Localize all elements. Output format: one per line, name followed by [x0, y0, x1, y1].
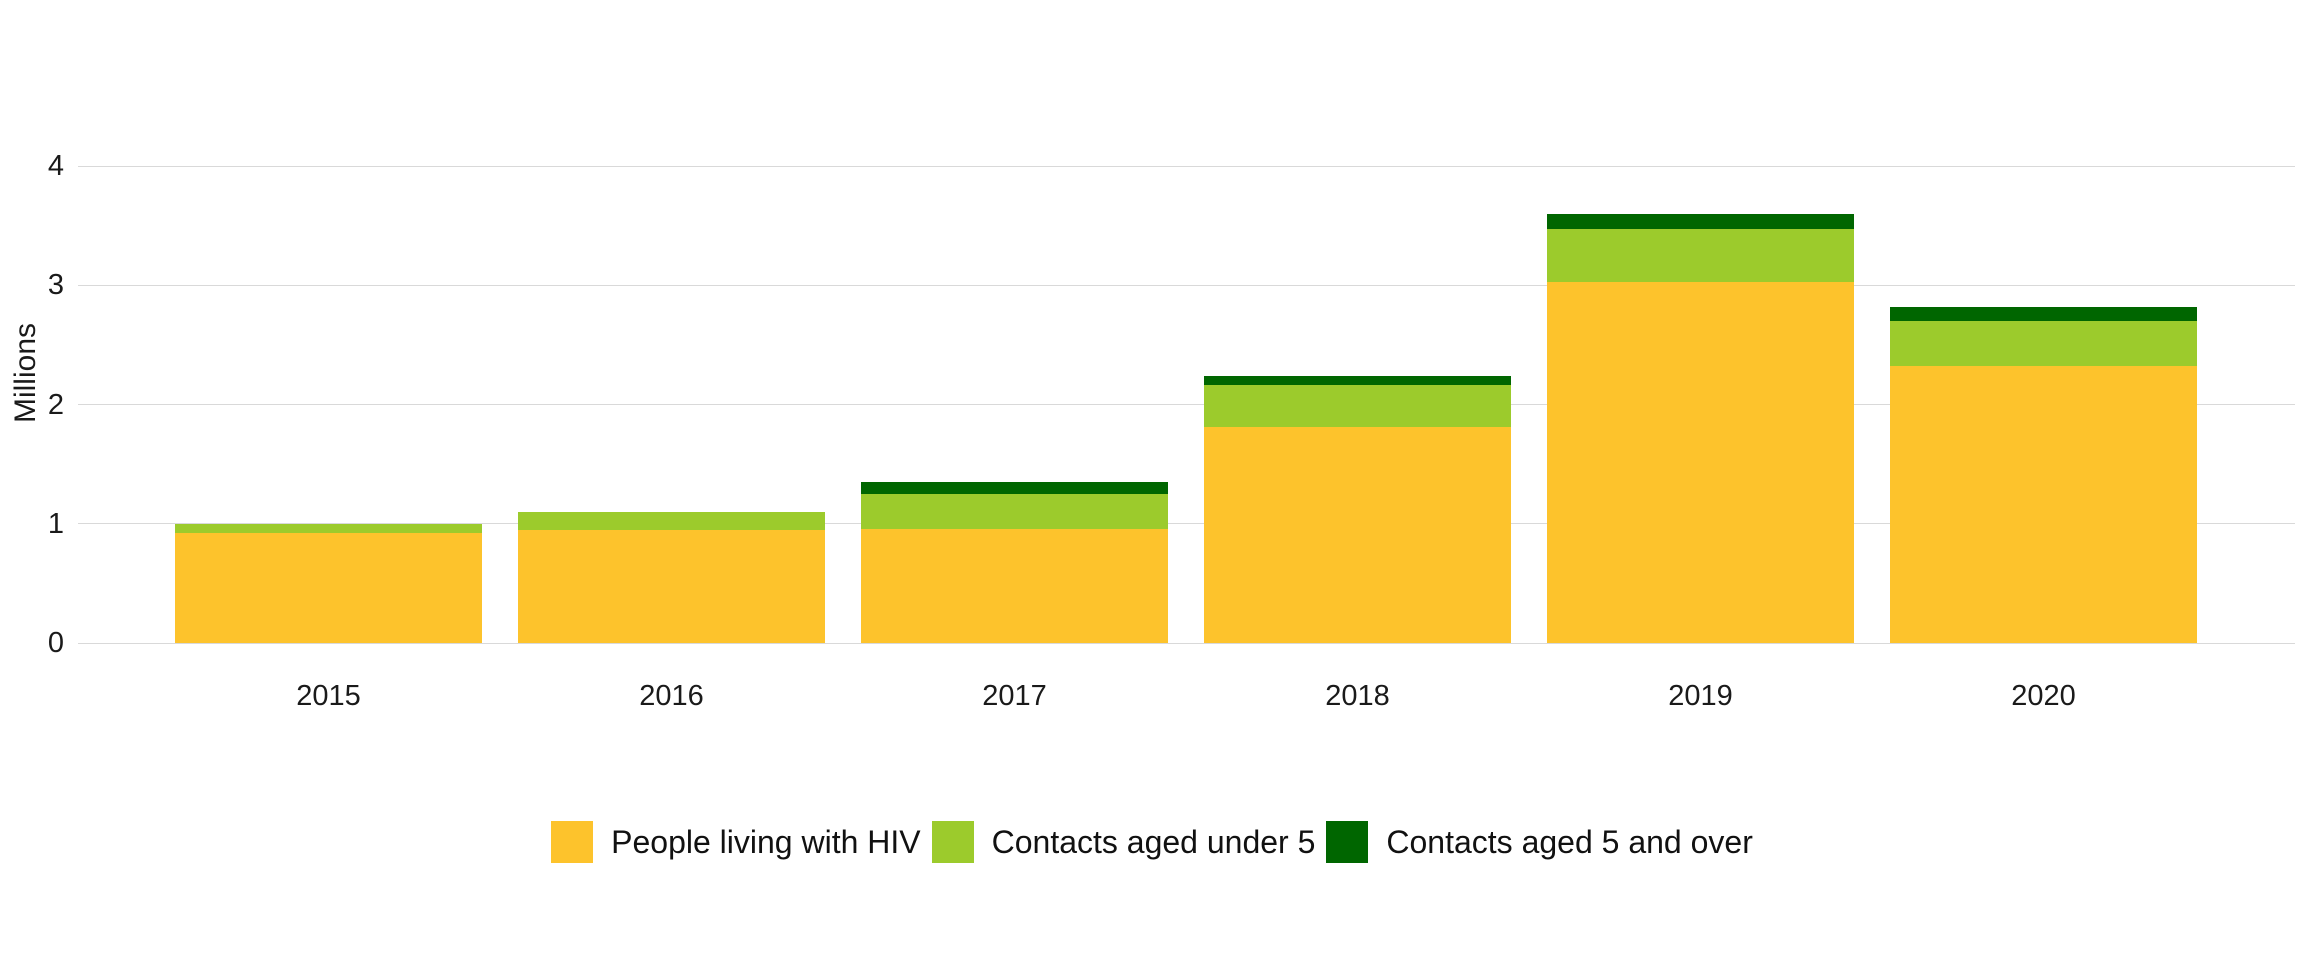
y-tick-label-1: 1	[47, 507, 64, 540]
x-tick-label-2016: 2016	[639, 680, 704, 712]
y-tick-label-2: 2	[47, 388, 64, 421]
bar-segment-2020-series-1[interactable]	[1890, 321, 2197, 367]
legend-label-0: People living with HIV	[611, 823, 921, 860]
bar-column-2019	[1529, 166, 1872, 643]
x-axis-labels: 2015 2016 2017 2018 2019 2020	[157, 681, 2215, 711]
bar-segment-2019-series-0[interactable]	[1547, 281, 1854, 643]
legend-item-0[interactable]: People living with HIV	[551, 821, 921, 863]
bar-segment-2017-series-2[interactable]	[861, 482, 1168, 494]
legend-item-2[interactable]: Contacts aged 5 and over	[1326, 821, 1753, 863]
x-tick-label-2017: 2017	[982, 680, 1047, 712]
bar-column-2020	[1872, 166, 2215, 643]
legend-swatch-icon	[1326, 821, 1369, 863]
bar-segment-2016-series-1[interactable]	[518, 511, 825, 530]
gridline-0	[78, 642, 2295, 644]
bar-column-2015	[157, 166, 500, 643]
gridline-3	[78, 284, 2295, 286]
legend-label-2: Contacts aged 5 and over	[1386, 823, 1753, 860]
bar-segment-2020-series-2[interactable]	[1890, 306, 2197, 322]
gridline-1	[78, 523, 2295, 525]
bar-segment-2017-series-1[interactable]	[861, 493, 1168, 529]
legend: People living with HIV Contacts aged unde…	[0, 821, 2304, 863]
bar-segment-2017-series-0[interactable]	[861, 528, 1168, 643]
legend-label-1: Contacts aged under 5	[991, 823, 1316, 860]
bar-segment-2018-series-2[interactable]	[1204, 375, 1511, 386]
bar-segment-2019-series-1[interactable]	[1547, 229, 1854, 282]
bar-segment-2020-series-0[interactable]	[1890, 366, 2197, 643]
bar-segment-2018-series-0[interactable]	[1204, 427, 1511, 643]
bar-segment-2019-series-2[interactable]	[1547, 213, 1854, 230]
legend-item-1[interactable]: Contacts aged under 5	[931, 821, 1316, 863]
plot-area: 0 1 2 3 4	[48, 151, 2295, 658]
y-tick-label-4: 4	[47, 150, 64, 182]
gridline-4	[78, 165, 2295, 167]
bar-segment-2015-series-0[interactable]	[175, 533, 482, 643]
x-tick-label-2020: 2020	[2011, 680, 2076, 712]
gridline-2	[78, 404, 2295, 405]
y-tick-label-0: 0	[47, 627, 64, 659]
legend-swatch-icon	[551, 821, 594, 863]
bar-segment-2015-series-1[interactable]	[175, 523, 482, 534]
x-tick-label-2015: 2015	[296, 680, 361, 712]
bar-segment-2016-series-0[interactable]	[518, 529, 825, 643]
bar-segment-2018-series-1[interactable]	[1204, 385, 1511, 428]
bar-column-2017	[843, 166, 1186, 643]
legend-swatch-icon	[931, 821, 974, 863]
x-tick-label-2019: 2019	[1668, 680, 1733, 712]
bar-column-2016	[500, 166, 843, 643]
bar-column-2018	[1186, 166, 1529, 643]
y-tick-label-3: 3	[47, 269, 64, 302]
x-tick-label-2018: 2018	[1325, 680, 1390, 712]
bars-row	[157, 166, 2215, 643]
